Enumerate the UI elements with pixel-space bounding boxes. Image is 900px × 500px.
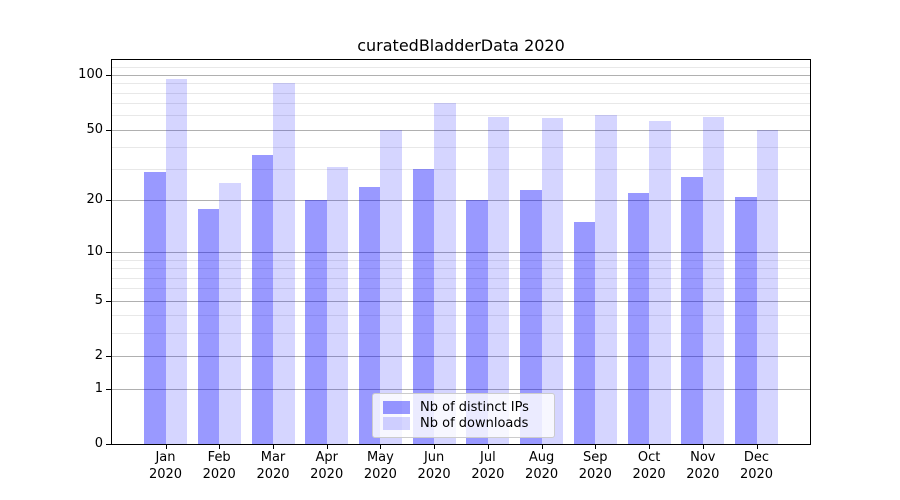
y-tick-50 — [106, 129, 111, 131]
y-tick-label-0: 0 — [94, 436, 103, 451]
x-tick-jan — [165, 444, 167, 449]
bar-downloads-aug — [541, 117, 564, 444]
x-tick-label-jun: Jun 2020 — [417, 450, 451, 482]
legend-row-downloads: Nb of downloads — [383, 416, 545, 432]
gridline-50 — [112, 129, 810, 131]
chart-title: curatedBladderData 2020 — [357, 36, 565, 55]
gridline-5 — [112, 300, 810, 302]
x-tick-jul — [487, 444, 489, 449]
gridline-80 — [112, 92, 810, 94]
gridline-100 — [112, 74, 810, 76]
y-tick-2 — [106, 356, 111, 358]
y-tick-100 — [106, 74, 111, 76]
x-tick-label-oct: Oct 2020 — [632, 450, 666, 482]
bar-ips-jun — [412, 169, 435, 444]
y-tick-label-100: 100 — [78, 66, 103, 82]
x-tick-sep — [595, 444, 597, 449]
x-tick-may — [380, 444, 382, 449]
gridline-90 — [112, 83, 810, 85]
y-tick-1 — [106, 388, 111, 390]
x-tick-aug — [541, 444, 543, 449]
bar-ips-jul — [466, 200, 488, 444]
plot-area: Nb of distinct IPs Nb of downloads — [111, 59, 811, 445]
bar-ips-feb — [197, 208, 220, 444]
x-tick-mar — [273, 444, 274, 449]
gridline-3 — [112, 333, 810, 335]
bar-downloads-jun — [434, 103, 456, 444]
x-tick-label-apr: Apr 2020 — [310, 450, 344, 482]
bar-ips-mar — [251, 155, 273, 444]
x-tick-label-mar: Mar 2020 — [256, 450, 290, 482]
y-tick-label-10: 10 — [86, 244, 103, 260]
bar-downloads-sep — [595, 115, 617, 444]
bar-downloads-feb — [219, 183, 241, 444]
bar-downloads-mar — [273, 83, 295, 444]
x-tick-label-feb: Feb 2020 — [202, 450, 236, 482]
legend-label-distinct-ips: Nb of distinct IPs — [420, 399, 529, 415]
bar-ips-apr — [305, 200, 327, 444]
bar-ips-may — [358, 186, 381, 444]
gridline-110 — [112, 67, 810, 69]
gridline-2 — [112, 356, 810, 358]
y-tick-20 — [106, 200, 111, 202]
legend-row-distinct-ips: Nb of distinct IPs — [383, 399, 545, 415]
x-tick-feb — [219, 444, 221, 449]
bar-ips-sep — [573, 222, 596, 444]
gridline-6 — [112, 288, 810, 290]
gridline-7 — [112, 277, 810, 279]
bar-ips-oct — [627, 193, 650, 444]
x-tick-nov — [702, 444, 704, 449]
y-tick-0 — [106, 444, 111, 445]
bar-downloads-jul — [487, 116, 510, 444]
bar-downloads-nov — [702, 116, 725, 444]
legend-swatch-downloads — [383, 417, 410, 431]
x-tick-apr — [326, 444, 328, 449]
y-tick-label-50: 50 — [86, 121, 103, 137]
x-tick-oct — [649, 444, 651, 449]
x-tick-label-jul: Jul 2020 — [471, 450, 505, 482]
legend-label-downloads: Nb of downloads — [420, 416, 529, 432]
bar-downloads-dec — [756, 129, 778, 444]
x-tick-label-jan: Jan 2020 — [148, 450, 183, 482]
bar-ips-nov — [681, 177, 703, 444]
gridline-1 — [112, 388, 810, 390]
bars-layer — [112, 60, 810, 444]
gridline-70 — [112, 103, 810, 104]
y-tick-label-2: 2 — [94, 348, 103, 364]
legend: Nb of distinct IPs Nb of downloads — [372, 393, 555, 438]
x-tick-label-dec: Dec 2020 — [739, 450, 774, 482]
gridline-10 — [112, 252, 810, 254]
bar-ips-aug — [520, 189, 542, 444]
x-tick-label-may: May 2020 — [363, 450, 397, 482]
bar-downloads-apr — [326, 166, 349, 444]
gridline-20 — [112, 200, 810, 202]
x-tick-label-aug: Aug 2020 — [525, 450, 559, 482]
y-tick-10 — [106, 252, 111, 254]
x-tick-jun — [434, 444, 436, 449]
y-tick-label-5: 5 — [94, 292, 103, 308]
legend-swatch-distinct-ips — [383, 400, 410, 414]
gridline-60 — [112, 115, 810, 117]
x-tick-label-sep: Sep 2020 — [578, 450, 612, 482]
gridline-9 — [112, 259, 810, 261]
bar-ips-jan — [144, 171, 166, 444]
bar-downloads-may — [380, 129, 402, 444]
gridline-4 — [112, 315, 810, 317]
gridline-8 — [112, 268, 810, 270]
bar-downloads-oct — [649, 120, 671, 444]
x-tick-dec — [756, 444, 758, 449]
bar-downloads-jan — [165, 78, 187, 444]
gridlines-layer — [112, 60, 810, 444]
bar-ips-dec — [735, 196, 757, 444]
gridline-30 — [112, 169, 810, 171]
x-tick-label-nov: Nov 2020 — [686, 450, 720, 482]
gridline-40 — [112, 146, 810, 148]
y-tick-label-20: 20 — [86, 192, 103, 208]
y-tick-5 — [106, 300, 111, 302]
y-tick-label-1: 1 — [94, 380, 103, 396]
